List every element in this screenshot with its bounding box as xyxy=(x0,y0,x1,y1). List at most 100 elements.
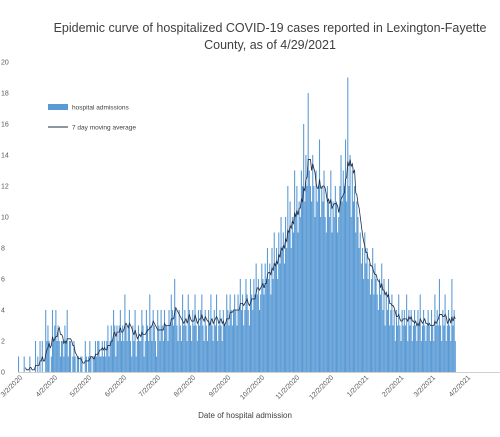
bar xyxy=(408,310,410,372)
bar xyxy=(434,294,436,372)
bar xyxy=(367,279,369,372)
bar xyxy=(445,341,447,372)
x-tick-label: 11/2/2020 xyxy=(275,374,302,401)
bar xyxy=(312,155,314,372)
bar xyxy=(202,325,204,372)
bar xyxy=(37,356,39,372)
bar xyxy=(187,294,189,372)
bar xyxy=(103,341,106,372)
bar xyxy=(57,325,59,372)
bar xyxy=(133,341,135,372)
x-tick-label: 4/2/2021 xyxy=(448,374,472,398)
bar xyxy=(266,248,269,372)
bar xyxy=(56,341,58,372)
bar xyxy=(105,356,107,372)
bar xyxy=(443,325,445,372)
bar xyxy=(171,310,173,372)
bar xyxy=(68,341,70,372)
x-axis-ticks: 3/2/2020 4/2/2020 5/2/2020 6/2/2020 7/2/2020… xyxy=(0,374,472,401)
bar xyxy=(385,294,387,372)
bar xyxy=(158,325,160,372)
bar xyxy=(34,341,37,372)
bar xyxy=(151,341,153,372)
bar xyxy=(377,310,379,372)
bar xyxy=(324,217,326,372)
bar xyxy=(80,356,82,372)
bar xyxy=(283,263,285,372)
bar xyxy=(58,341,60,372)
bar xyxy=(423,310,425,372)
bar xyxy=(432,325,434,372)
bar xyxy=(65,341,67,372)
bar xyxy=(265,279,267,372)
bar xyxy=(90,356,92,372)
bar xyxy=(225,325,227,372)
bar xyxy=(109,341,111,372)
bar xyxy=(391,294,393,372)
bar xyxy=(118,325,120,372)
bar xyxy=(292,232,295,372)
x-tick-label: 3/2/2020 xyxy=(0,374,24,398)
bar xyxy=(136,341,138,372)
bar xyxy=(332,201,334,372)
bar xyxy=(298,201,300,372)
bar xyxy=(268,279,270,372)
bar xyxy=(117,341,119,372)
bar xyxy=(351,170,353,372)
bar xyxy=(131,356,133,372)
bar xyxy=(402,325,404,372)
bar xyxy=(272,279,274,372)
bar xyxy=(114,325,116,372)
bar xyxy=(340,155,342,372)
bar xyxy=(235,310,237,372)
bar xyxy=(358,248,360,372)
bar xyxy=(76,356,78,372)
bar xyxy=(359,232,361,372)
bar xyxy=(193,325,195,372)
bar xyxy=(394,341,396,372)
bar xyxy=(211,325,213,372)
bar xyxy=(368,263,370,372)
bar xyxy=(420,341,422,372)
x-tick-label: 8/2/2020 xyxy=(173,374,197,398)
bar xyxy=(414,310,416,372)
bar xyxy=(437,325,439,372)
bar xyxy=(101,341,103,372)
bar xyxy=(330,170,332,372)
bar xyxy=(411,341,413,372)
bar xyxy=(306,186,308,372)
bar xyxy=(54,325,56,372)
bar xyxy=(219,310,221,372)
bar xyxy=(282,232,284,372)
bar xyxy=(331,232,333,372)
bar xyxy=(165,325,167,372)
bar xyxy=(246,294,248,372)
bar xyxy=(168,310,170,372)
bar xyxy=(73,341,75,372)
bar xyxy=(449,325,451,372)
bar xyxy=(294,170,296,372)
bar xyxy=(447,310,450,372)
bar xyxy=(96,356,98,372)
bar xyxy=(410,310,412,372)
bar xyxy=(210,294,212,372)
bar xyxy=(372,248,374,372)
bar xyxy=(425,341,427,372)
bar xyxy=(249,279,252,372)
bar xyxy=(239,279,241,372)
bar xyxy=(428,325,430,372)
bar xyxy=(360,263,362,372)
bar xyxy=(141,310,143,372)
bar xyxy=(444,294,446,372)
x-tick-label: 1/2/2021 xyxy=(346,374,370,398)
bar xyxy=(378,279,381,372)
bar xyxy=(433,341,435,372)
bar xyxy=(347,77,349,372)
bar xyxy=(277,279,279,372)
x-tick-label: 3/2/2021 xyxy=(413,374,437,398)
bar xyxy=(200,310,202,372)
bar xyxy=(261,263,263,372)
bar xyxy=(217,341,219,372)
bar xyxy=(185,325,187,372)
bar xyxy=(148,341,150,372)
